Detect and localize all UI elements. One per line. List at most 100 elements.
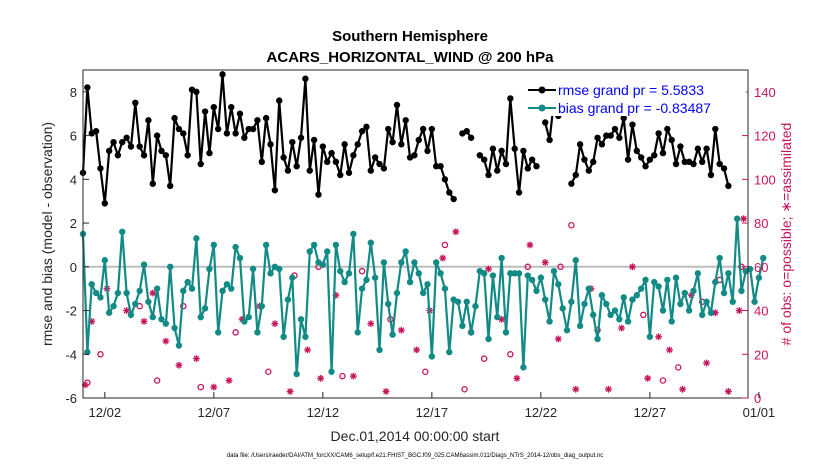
y-axis-label: rmse and bias (model - observation) (39, 122, 55, 346)
rmse-point (581, 156, 588, 163)
rmse-point (441, 176, 449, 183)
bias-point (297, 316, 305, 323)
bias-point (223, 281, 231, 288)
bias-point (119, 228, 126, 236)
obs-assimilated-point (655, 333, 663, 341)
rmse-point (485, 171, 492, 179)
bias-point (576, 322, 584, 330)
bias-point (367, 239, 375, 246)
bias-point (524, 272, 531, 279)
bias-point (114, 289, 122, 297)
bias-point (385, 300, 392, 308)
rmse-point (140, 152, 148, 159)
rmse-point (136, 143, 143, 150)
rmse-point (197, 160, 204, 168)
bias-point (712, 278, 719, 286)
rmse-point (84, 84, 91, 91)
bias-point (140, 261, 148, 268)
y-tick-label: 4 (70, 172, 77, 187)
y2-tick-label: 140 (754, 85, 776, 100)
bias-point (332, 241, 340, 249)
bias-point (167, 263, 174, 270)
obs-assimilated-point (679, 385, 686, 393)
bias-point (546, 318, 553, 325)
bias-point (716, 254, 723, 262)
obs-assimilated-point (367, 320, 375, 328)
rmse-point (262, 114, 270, 122)
bias-point (328, 368, 335, 375)
bias-point (319, 261, 327, 268)
rmse-point (633, 147, 641, 155)
rmse-point (92, 128, 100, 135)
bias-point (607, 311, 614, 319)
rmse-point (450, 195, 457, 203)
bias-point (88, 281, 95, 288)
rmse-point (228, 103, 235, 111)
obs-assimilated-point (225, 377, 233, 384)
rmse-point (542, 119, 549, 126)
bias-point (446, 348, 453, 356)
bias-point (380, 259, 388, 266)
obs-possible-point (265, 368, 272, 376)
bias-point (725, 270, 732, 277)
bias-point (694, 270, 702, 277)
bias-point (581, 300, 588, 308)
rmse-point (598, 141, 606, 148)
rmse-point (664, 125, 671, 133)
bias-point (550, 267, 558, 275)
rmse-point (507, 95, 514, 102)
bias-point (520, 364, 527, 371)
bias-point (293, 370, 300, 378)
obs-assimilated-point (192, 355, 200, 363)
bias-point (228, 285, 235, 292)
rmse-point (668, 136, 675, 144)
rmse-point (306, 167, 313, 174)
bias-point (132, 300, 139, 308)
bias-point (572, 257, 579, 264)
obs-assimilated-point (554, 335, 562, 343)
rmse-point (655, 130, 662, 137)
bias-point (616, 316, 623, 323)
x-tick-label: 12/27 (634, 405, 667, 420)
obs-assimilated-point (162, 337, 170, 345)
obs-possible-point (422, 368, 429, 376)
bias-point (92, 289, 100, 297)
rmse-point (219, 71, 226, 78)
bias-point (655, 283, 662, 290)
obs-possible-point (674, 364, 682, 371)
bias-point (720, 289, 728, 297)
bias-point (175, 342, 183, 349)
rmse-point (476, 152, 484, 159)
rmse-point (258, 158, 265, 166)
rmse-point (611, 125, 619, 133)
obs-assimilated-point (452, 228, 460, 236)
bias-point (184, 278, 191, 286)
bias-point (624, 318, 632, 325)
rmse-point (149, 180, 156, 187)
obs-assimilated-point (439, 254, 447, 262)
obs-assimilated-point (271, 320, 279, 328)
bias-point (232, 243, 239, 251)
rmse-point (651, 152, 658, 159)
y2-tick-label: 60 (754, 260, 768, 275)
rmse-point (363, 123, 370, 131)
obs-assimilated-point (149, 289, 157, 297)
obs-assimilated-point (485, 265, 492, 273)
rmse-point (546, 136, 553, 144)
y-tick-label: -4 (65, 347, 77, 362)
rmse-point (223, 130, 231, 137)
obs-possible-point (232, 329, 239, 336)
bias-point (258, 302, 265, 310)
bias-point (668, 318, 675, 325)
obs-assimilated-point (304, 346, 311, 354)
bias-point (642, 276, 649, 284)
obs-possible-point (524, 263, 532, 271)
bias-point (433, 259, 440, 266)
bias-point (598, 292, 606, 299)
rmse-point (520, 147, 527, 155)
bias-point (105, 309, 113, 316)
y-tick-label: -6 (65, 391, 77, 406)
bias-point (188, 285, 196, 292)
bias-point (84, 348, 91, 356)
